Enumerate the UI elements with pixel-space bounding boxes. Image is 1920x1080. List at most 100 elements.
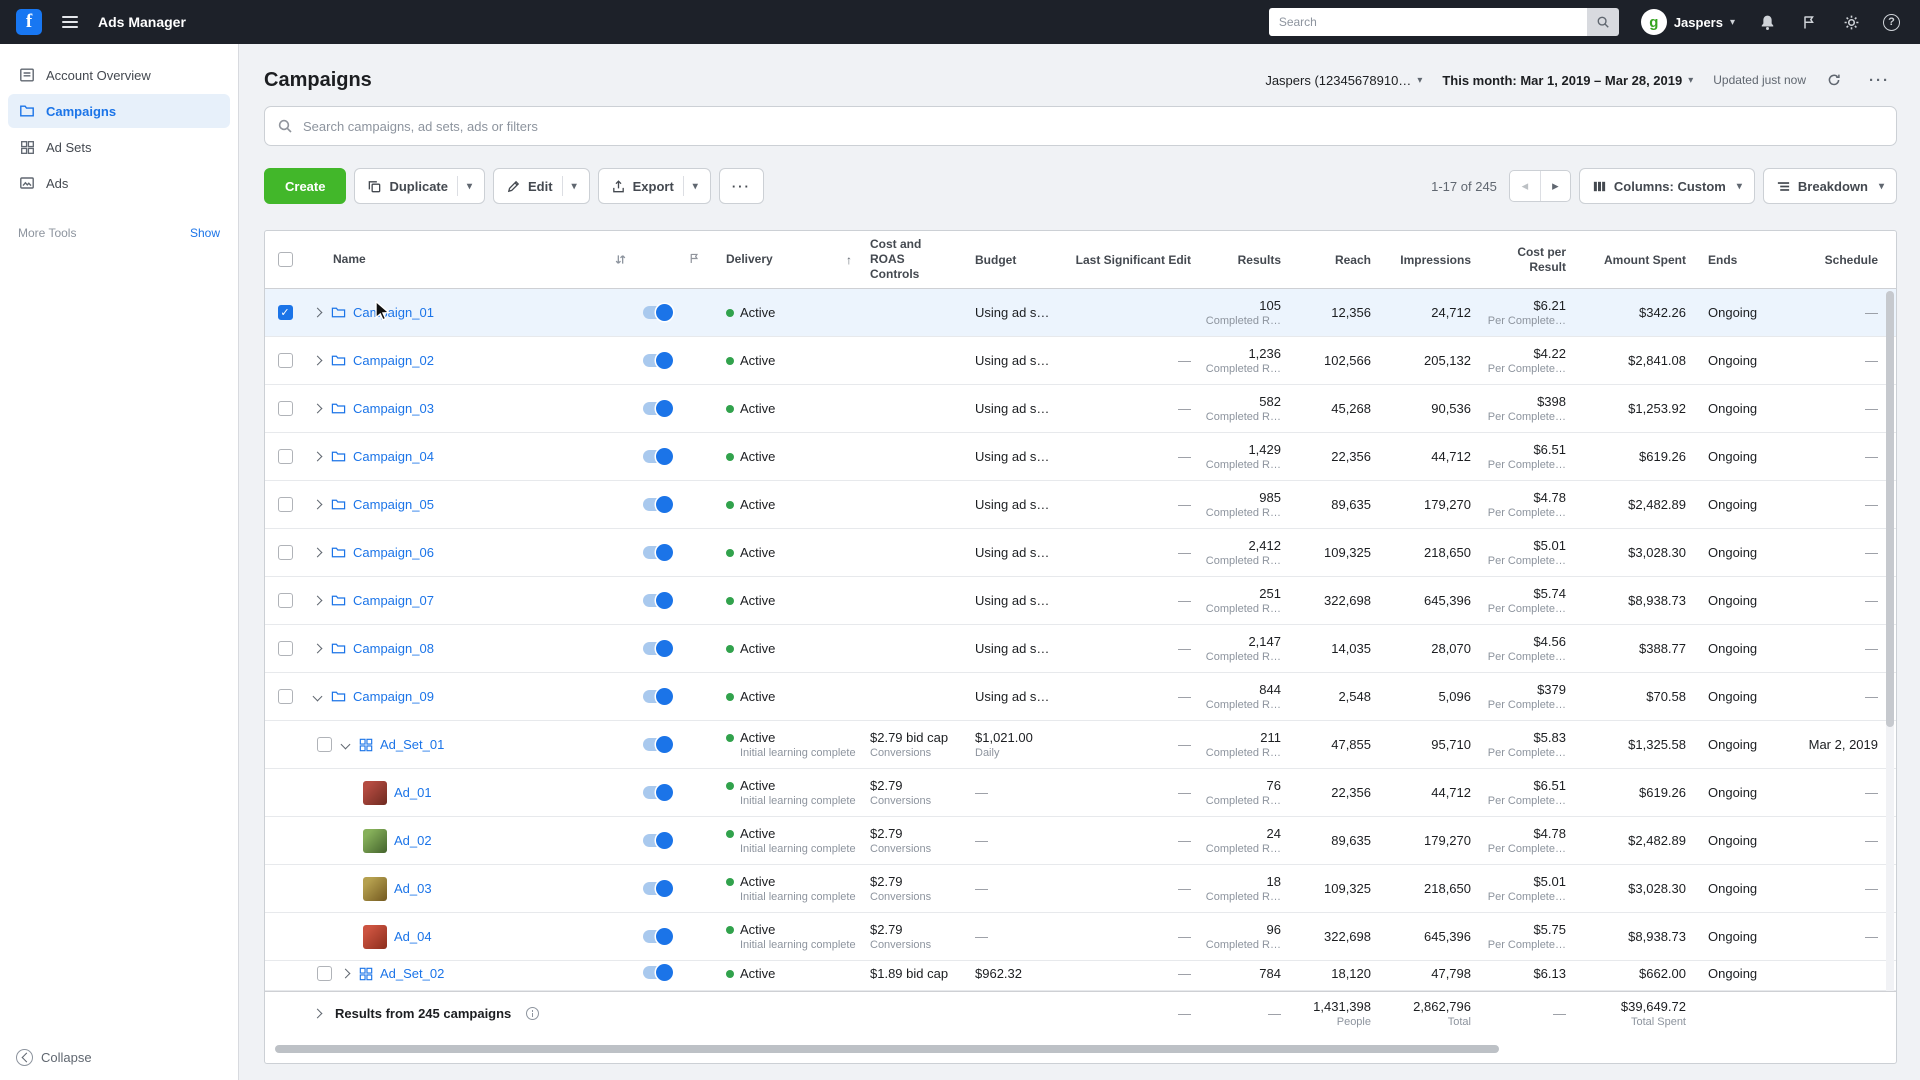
status-toggle[interactable]: [642, 964, 673, 981]
notifications-bell-icon[interactable]: [1757, 12, 1777, 32]
campaign-row[interactable]: Campaign_06 Active Using ad s… — 2,412 Comple…: [265, 529, 1896, 577]
campaign-row[interactable]: Campaign_08 Active Using ad s… — 2,147 Comple…: [265, 625, 1896, 673]
status-toggle[interactable]: [642, 352, 673, 369]
horizontal-scrollbar-thumb[interactable]: [275, 1045, 1500, 1053]
export-button[interactable]: Export ▾: [597, 168, 711, 204]
status-toggle[interactable]: [642, 784, 673, 801]
sidebar-item-account-overview[interactable]: Account Overview: [8, 58, 230, 92]
create-button[interactable]: Create: [264, 168, 347, 204]
status-toggle[interactable]: [642, 688, 673, 705]
column-header-name[interactable]: Name: [333, 252, 366, 266]
column-header-amount-spent[interactable]: Amount Spent: [1604, 252, 1686, 267]
adset-row[interactable]: Ad_Set_01 Active Initial learning complete…: [265, 721, 1896, 769]
ad-name-link[interactable]: Ad_02: [394, 833, 432, 848]
status-toggle[interactable]: [642, 448, 673, 465]
next-page-button[interactable]: ▸: [1539, 171, 1570, 201]
select-all-checkbox[interactable]: [277, 252, 293, 267]
campaign-row[interactable]: ✓ Campaign_01 Active Using ad s… 105 Complete…: [265, 289, 1896, 337]
adset-name-link[interactable]: Ad_Set_01: [380, 737, 445, 752]
refresh-icon[interactable]: [1826, 72, 1842, 88]
campaign-row[interactable]: Campaign_04 Active Using ad s… — 1,429 Comple…: [265, 433, 1896, 481]
column-header-delivery[interactable]: Delivery: [726, 252, 773, 266]
breakdown-button[interactable]: Breakdown ▾: [1762, 168, 1897, 204]
menu-icon[interactable]: [58, 12, 82, 32]
facebook-logo-icon[interactable]: f: [16, 9, 42, 35]
row-checkbox[interactable]: [277, 497, 293, 512]
account-selector[interactable]: Jaspers (12345678910… ▾: [1265, 73, 1422, 88]
vertical-scrollbar[interactable]: [1886, 291, 1894, 995]
expand-row-chevron-icon[interactable]: [312, 355, 323, 366]
column-header-budget[interactable]: Budget: [975, 252, 1017, 267]
row-checkbox[interactable]: [277, 689, 293, 704]
global-search-button[interactable]: [1586, 8, 1619, 36]
row-checkbox[interactable]: [277, 641, 293, 656]
help-icon[interactable]: ?: [1883, 13, 1900, 31]
campaign-name-link[interactable]: Campaign_07: [353, 593, 434, 608]
adset-row[interactable]: Ad_Set_02 Active $1.89 bid cap $962.32 — 784 1…: [265, 961, 1896, 991]
row-checkbox[interactable]: [277, 449, 293, 464]
columns-button[interactable]: Columns: Custom ▾: [1578, 168, 1755, 204]
expand-row-chevron-icon[interactable]: [312, 499, 323, 510]
column-header-schedule[interactable]: Schedule: [1824, 252, 1878, 267]
campaign-name-link[interactable]: Campaign_01: [353, 305, 434, 320]
expand-row-chevron-icon[interactable]: [312, 403, 323, 414]
status-toggle[interactable]: [642, 880, 673, 897]
collapse-sidebar-button[interactable]: Collapse: [16, 1049, 92, 1066]
duplicate-button[interactable]: Duplicate ▾: [354, 168, 486, 204]
user-menu[interactable]: g Jaspers ▾: [1640, 9, 1735, 35]
campaign-name-link[interactable]: Campaign_02: [353, 353, 434, 368]
expand-row-chevron-icon[interactable]: [312, 643, 323, 654]
global-search-input[interactable]: [1268, 8, 1587, 36]
flag-icon[interactable]: [1799, 12, 1819, 32]
row-checkbox[interactable]: [277, 545, 293, 560]
ad-name-link[interactable]: Ad_03: [394, 881, 432, 896]
status-toggle[interactable]: [642, 736, 673, 753]
row-checkbox[interactable]: [317, 966, 332, 981]
date-range-selector[interactable]: This month: Mar 1, 2019 – Mar 28, 2019 ▾: [1442, 73, 1693, 88]
campaign-row[interactable]: Campaign_07 Active Using ad s… — 251 Complete…: [265, 577, 1896, 625]
ad-name-link[interactable]: Ad_04: [394, 929, 432, 944]
show-more-tools-link[interactable]: Show: [189, 226, 220, 240]
expand-row-chevron-icon[interactable]: [312, 547, 323, 558]
expand-row-chevron-icon[interactable]: [312, 595, 323, 606]
expand-row-chevron-icon[interactable]: [312, 451, 323, 462]
campaign-name-link[interactable]: Campaign_06: [353, 545, 434, 560]
status-toggle[interactable]: [642, 496, 673, 513]
sidebar-item-ad-sets[interactable]: Ad Sets: [8, 130, 230, 164]
expand-row-chevron-icon[interactable]: [312, 307, 323, 318]
column-header-ends[interactable]: Ends: [1708, 252, 1738, 267]
column-header-last-edit[interactable]: Last Significant Edit: [1075, 252, 1191, 267]
column-header-cost-per-result[interactable]: Cost per Result: [1517, 244, 1566, 274]
horizontal-scrollbar[interactable]: [275, 1045, 1886, 1053]
row-checkbox[interactable]: [317, 737, 332, 752]
collapse-row-chevron-icon[interactable]: [340, 739, 351, 750]
status-toggle[interactable]: [642, 400, 673, 417]
row-checkbox[interactable]: [277, 593, 293, 608]
row-checkbox[interactable]: [277, 401, 293, 416]
column-header-reach[interactable]: Reach: [1334, 252, 1371, 267]
ad-name-link[interactable]: Ad_01: [394, 785, 432, 800]
ad-row[interactable]: Ad_03 Active Initial learning complete $2.7…: [265, 865, 1896, 913]
vertical-scrollbar-thumb[interactable]: [1886, 291, 1894, 728]
settings-gear-icon[interactable]: [1841, 12, 1861, 32]
column-header-impressions[interactable]: Impressions: [1400, 252, 1471, 267]
status-toggle[interactable]: [642, 592, 673, 609]
expand-row-chevron-icon[interactable]: [340, 968, 351, 979]
campaign-name-link[interactable]: Campaign_08: [353, 641, 434, 656]
ad-row[interactable]: Ad_01 Active Initial learning complete $2.7…: [265, 769, 1896, 817]
sort-icon[interactable]: [614, 253, 637, 266]
campaign-name-link[interactable]: Campaign_03: [353, 401, 434, 416]
info-icon[interactable]: [526, 1007, 540, 1020]
campaign-row[interactable]: Campaign_03 Active Using ad s… — 582 Complete…: [265, 385, 1896, 433]
sidebar-item-campaigns[interactable]: Campaigns: [8, 94, 230, 128]
more-actions-button[interactable]: ···: [718, 168, 764, 204]
row-checkbox[interactable]: [277, 353, 293, 368]
campaign-row[interactable]: Campaign_02 Active Using ad s… — 1,236 Comple…: [265, 337, 1896, 385]
more-options-icon[interactable]: ···: [1869, 71, 1890, 89]
status-toggle[interactable]: [642, 832, 673, 849]
campaign-name-link[interactable]: Campaign_04: [353, 449, 434, 464]
status-toggle[interactable]: [642, 640, 673, 657]
ad-row[interactable]: Ad_04 Active Initial learning complete $2.7…: [265, 913, 1896, 961]
status-toggle[interactable]: [642, 544, 673, 561]
collapse-row-chevron-icon[interactable]: [312, 691, 323, 702]
